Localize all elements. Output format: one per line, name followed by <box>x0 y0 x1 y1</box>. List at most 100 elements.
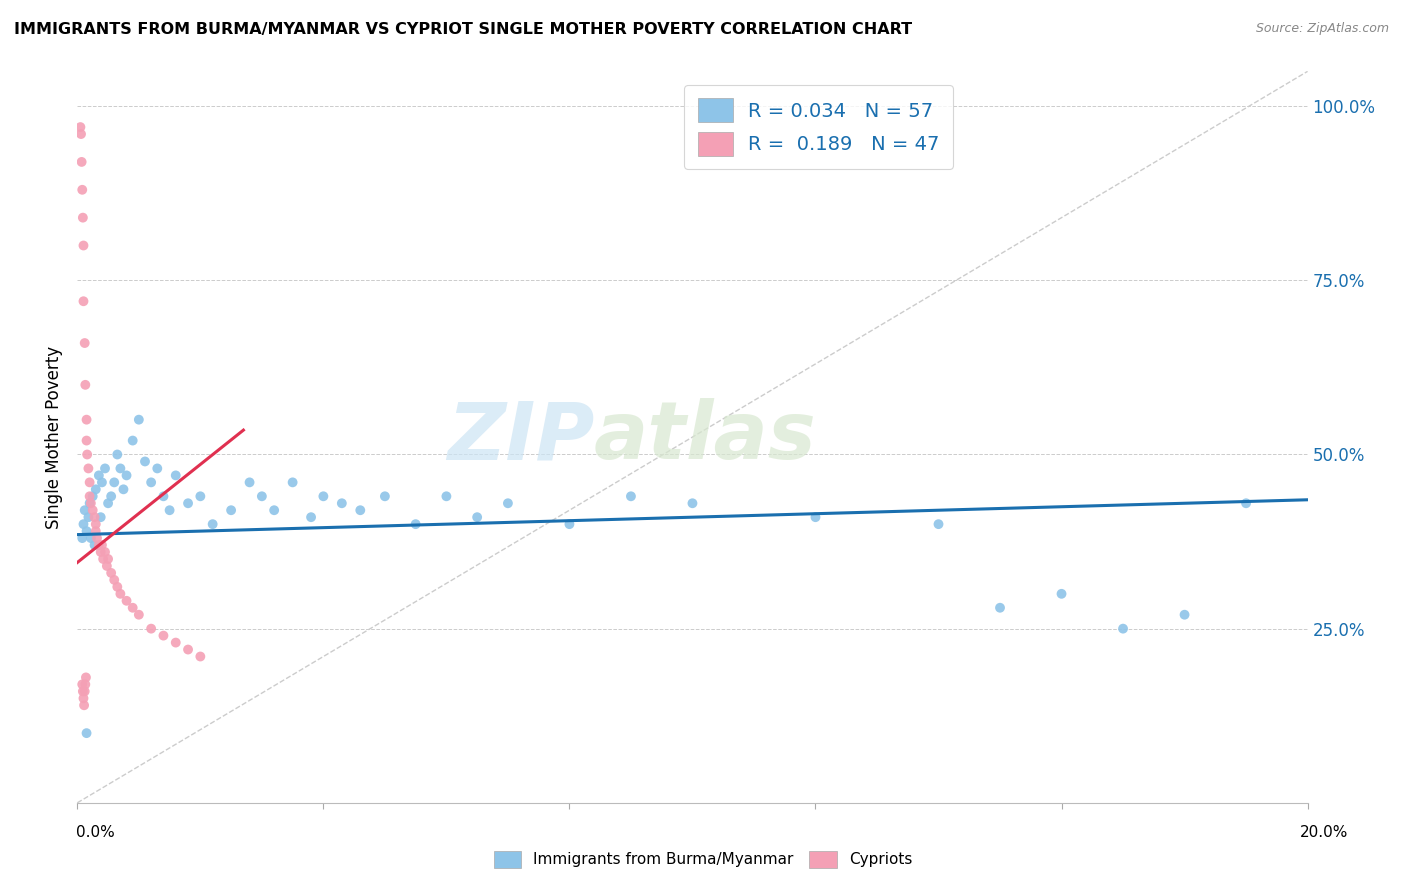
Point <box>105 448 128 462</box>
Point <box>281 475 304 490</box>
Point <box>79 496 101 510</box>
Point <box>75 377 97 392</box>
Point <box>73 503 96 517</box>
Point <box>84 483 107 497</box>
Point <box>465 510 488 524</box>
Point <box>177 642 200 657</box>
Point <box>112 483 135 497</box>
Point <box>103 573 125 587</box>
Point <box>330 496 353 510</box>
Text: 0.0%: 0.0% <box>76 825 115 839</box>
Point <box>82 503 104 517</box>
Point <box>91 552 114 566</box>
Text: atlas: atlas <box>595 398 817 476</box>
Point <box>374 489 396 503</box>
Point <box>94 461 117 475</box>
Y-axis label: Single Mother Poverty: Single Mother Poverty <box>45 345 63 529</box>
Point <box>70 155 93 169</box>
Point <box>90 538 114 552</box>
Point <box>103 475 125 490</box>
Point <box>72 517 94 532</box>
Point <box>436 489 458 503</box>
Point <box>188 489 212 503</box>
Point <box>72 294 94 309</box>
Point <box>128 412 150 426</box>
Point <box>250 489 273 503</box>
Point <box>165 468 187 483</box>
Point <box>77 510 100 524</box>
Point <box>73 336 96 351</box>
Point <box>84 524 107 538</box>
Point <box>87 538 110 552</box>
Point <box>80 531 103 545</box>
Point <box>75 670 97 684</box>
Point <box>90 475 114 490</box>
Point <box>141 475 163 490</box>
Point <box>76 726 98 740</box>
Point <box>76 412 98 426</box>
Text: 20.0%: 20.0% <box>1301 825 1348 839</box>
Point <box>76 434 98 448</box>
Point <box>988 600 1011 615</box>
Point <box>1112 622 1135 636</box>
Point <box>87 468 110 483</box>
Point <box>72 691 94 706</box>
Point <box>152 489 174 503</box>
Point <box>80 496 103 510</box>
Point <box>79 475 101 490</box>
Point <box>239 475 262 490</box>
Text: ZIP: ZIP <box>447 398 595 476</box>
Point <box>75 677 97 691</box>
Point <box>70 531 93 545</box>
Point <box>1050 587 1073 601</box>
Point <box>76 448 98 462</box>
Point <box>115 594 138 608</box>
Point <box>70 127 93 141</box>
Point <box>928 517 950 532</box>
Point <box>86 531 108 545</box>
Text: Source: ZipAtlas.com: Source: ZipAtlas.com <box>1256 22 1389 36</box>
Point <box>110 587 132 601</box>
Point <box>84 517 107 532</box>
Point <box>159 503 181 517</box>
Point <box>299 510 322 524</box>
Point <box>69 120 91 134</box>
Point <box>263 503 285 517</box>
Point <box>96 558 118 573</box>
Text: IMMIGRANTS FROM BURMA/MYANMAR VS CYPRIOT SINGLE MOTHER POVERTY CORRELATION CHART: IMMIGRANTS FROM BURMA/MYANMAR VS CYPRIOT… <box>14 22 912 37</box>
Point <box>177 496 200 510</box>
Point <box>90 545 112 559</box>
Point <box>97 552 120 566</box>
Point <box>94 545 117 559</box>
Point <box>97 496 120 510</box>
Point <box>72 684 94 698</box>
Point <box>76 524 98 538</box>
Point <box>188 649 212 664</box>
Point <box>804 510 827 524</box>
Point <box>72 238 94 252</box>
Point <box>73 698 96 713</box>
Point <box>496 496 519 510</box>
Point <box>1174 607 1197 622</box>
Point <box>146 461 169 475</box>
Point <box>405 517 427 532</box>
Point <box>105 580 128 594</box>
Point <box>72 211 94 225</box>
Point <box>141 622 163 636</box>
Legend: Immigrants from Burma/Myanmar, Cypriots: Immigrants from Burma/Myanmar, Cypriots <box>488 845 918 873</box>
Point <box>90 510 112 524</box>
Point <box>110 461 132 475</box>
Point <box>121 600 143 615</box>
Point <box>219 503 242 517</box>
Point <box>620 489 643 503</box>
Point <box>115 468 138 483</box>
Point <box>70 677 93 691</box>
Point <box>83 538 105 552</box>
Point <box>83 510 105 524</box>
Point <box>121 434 143 448</box>
Point <box>77 461 100 475</box>
Point <box>312 489 335 503</box>
Point <box>201 517 224 532</box>
Point <box>558 517 581 532</box>
Point <box>100 566 122 580</box>
